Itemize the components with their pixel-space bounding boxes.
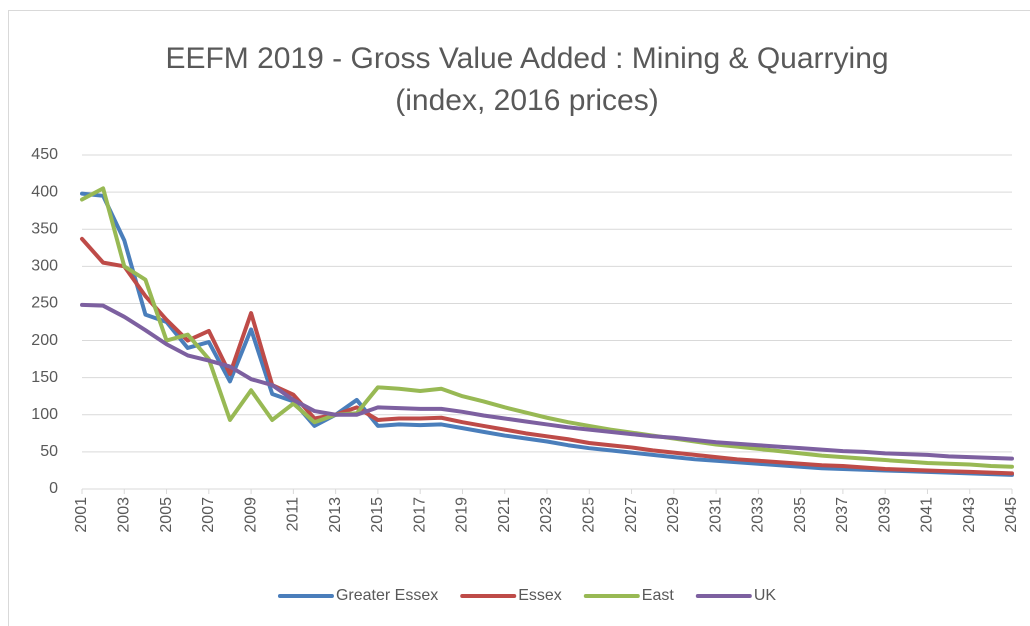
- y-tick-label: 200: [31, 332, 58, 349]
- x-tick-label: 2003: [115, 497, 132, 533]
- x-tick-label: 2025: [580, 497, 597, 533]
- x-tick-label: 2015: [369, 497, 386, 533]
- series-line: [80, 191, 1014, 477]
- legend-label: Essex: [518, 587, 562, 604]
- y-tick-label: 400: [31, 183, 58, 200]
- x-tick-label: 2045: [1003, 497, 1020, 533]
- y-tick-label: 300: [31, 258, 58, 275]
- x-tick-label: 2039: [876, 497, 893, 533]
- x-tick-label: 2031: [707, 497, 724, 533]
- legend-label: Greater Essex: [336, 587, 438, 604]
- x-tick-label: 2035: [792, 497, 809, 533]
- x-tick-label: 2019: [454, 497, 471, 533]
- x-tick-label: 2029: [665, 497, 682, 533]
- y-tick-label: 250: [31, 295, 58, 312]
- x-tick-label: 2021: [496, 497, 513, 533]
- x-tick-label: 2041: [919, 497, 936, 533]
- chart-subtitle: (index, 2016 prices): [395, 84, 658, 117]
- legend-label: East: [642, 587, 675, 604]
- x-tick-label: 2011: [285, 497, 302, 532]
- x-tick-label: 2027: [623, 497, 640, 533]
- y-tick-label: 350: [31, 220, 58, 237]
- x-tick-label: 2009: [242, 497, 259, 533]
- y-tick-label: 100: [31, 406, 58, 423]
- x-tick-label: 2017: [411, 497, 428, 533]
- chart-title: EEFM 2019 - Gross Value Added : Mining &…: [165, 42, 888, 75]
- x-tick-label: 2013: [327, 497, 344, 533]
- x-tick-label: 2043: [961, 497, 978, 533]
- chart-frame: [8, 10, 1030, 626]
- x-tick-label: 2023: [538, 497, 555, 533]
- x-tick-label: 2007: [200, 497, 217, 533]
- y-tick-label: 0: [49, 480, 58, 497]
- y-tick-label: 50: [40, 443, 58, 460]
- series-line: [80, 236, 1014, 476]
- x-tick-label: 2005: [158, 497, 175, 533]
- x-tick-label: 2033: [750, 497, 767, 533]
- y-tick-label: 150: [31, 369, 58, 386]
- x-tick-label: 2001: [73, 497, 90, 533]
- series-line: [80, 186, 1014, 469]
- legend-label: UK: [754, 587, 777, 604]
- x-tick-label: 2037: [834, 497, 851, 533]
- series-line: [80, 302, 1014, 461]
- y-tick-label: 450: [31, 146, 58, 163]
